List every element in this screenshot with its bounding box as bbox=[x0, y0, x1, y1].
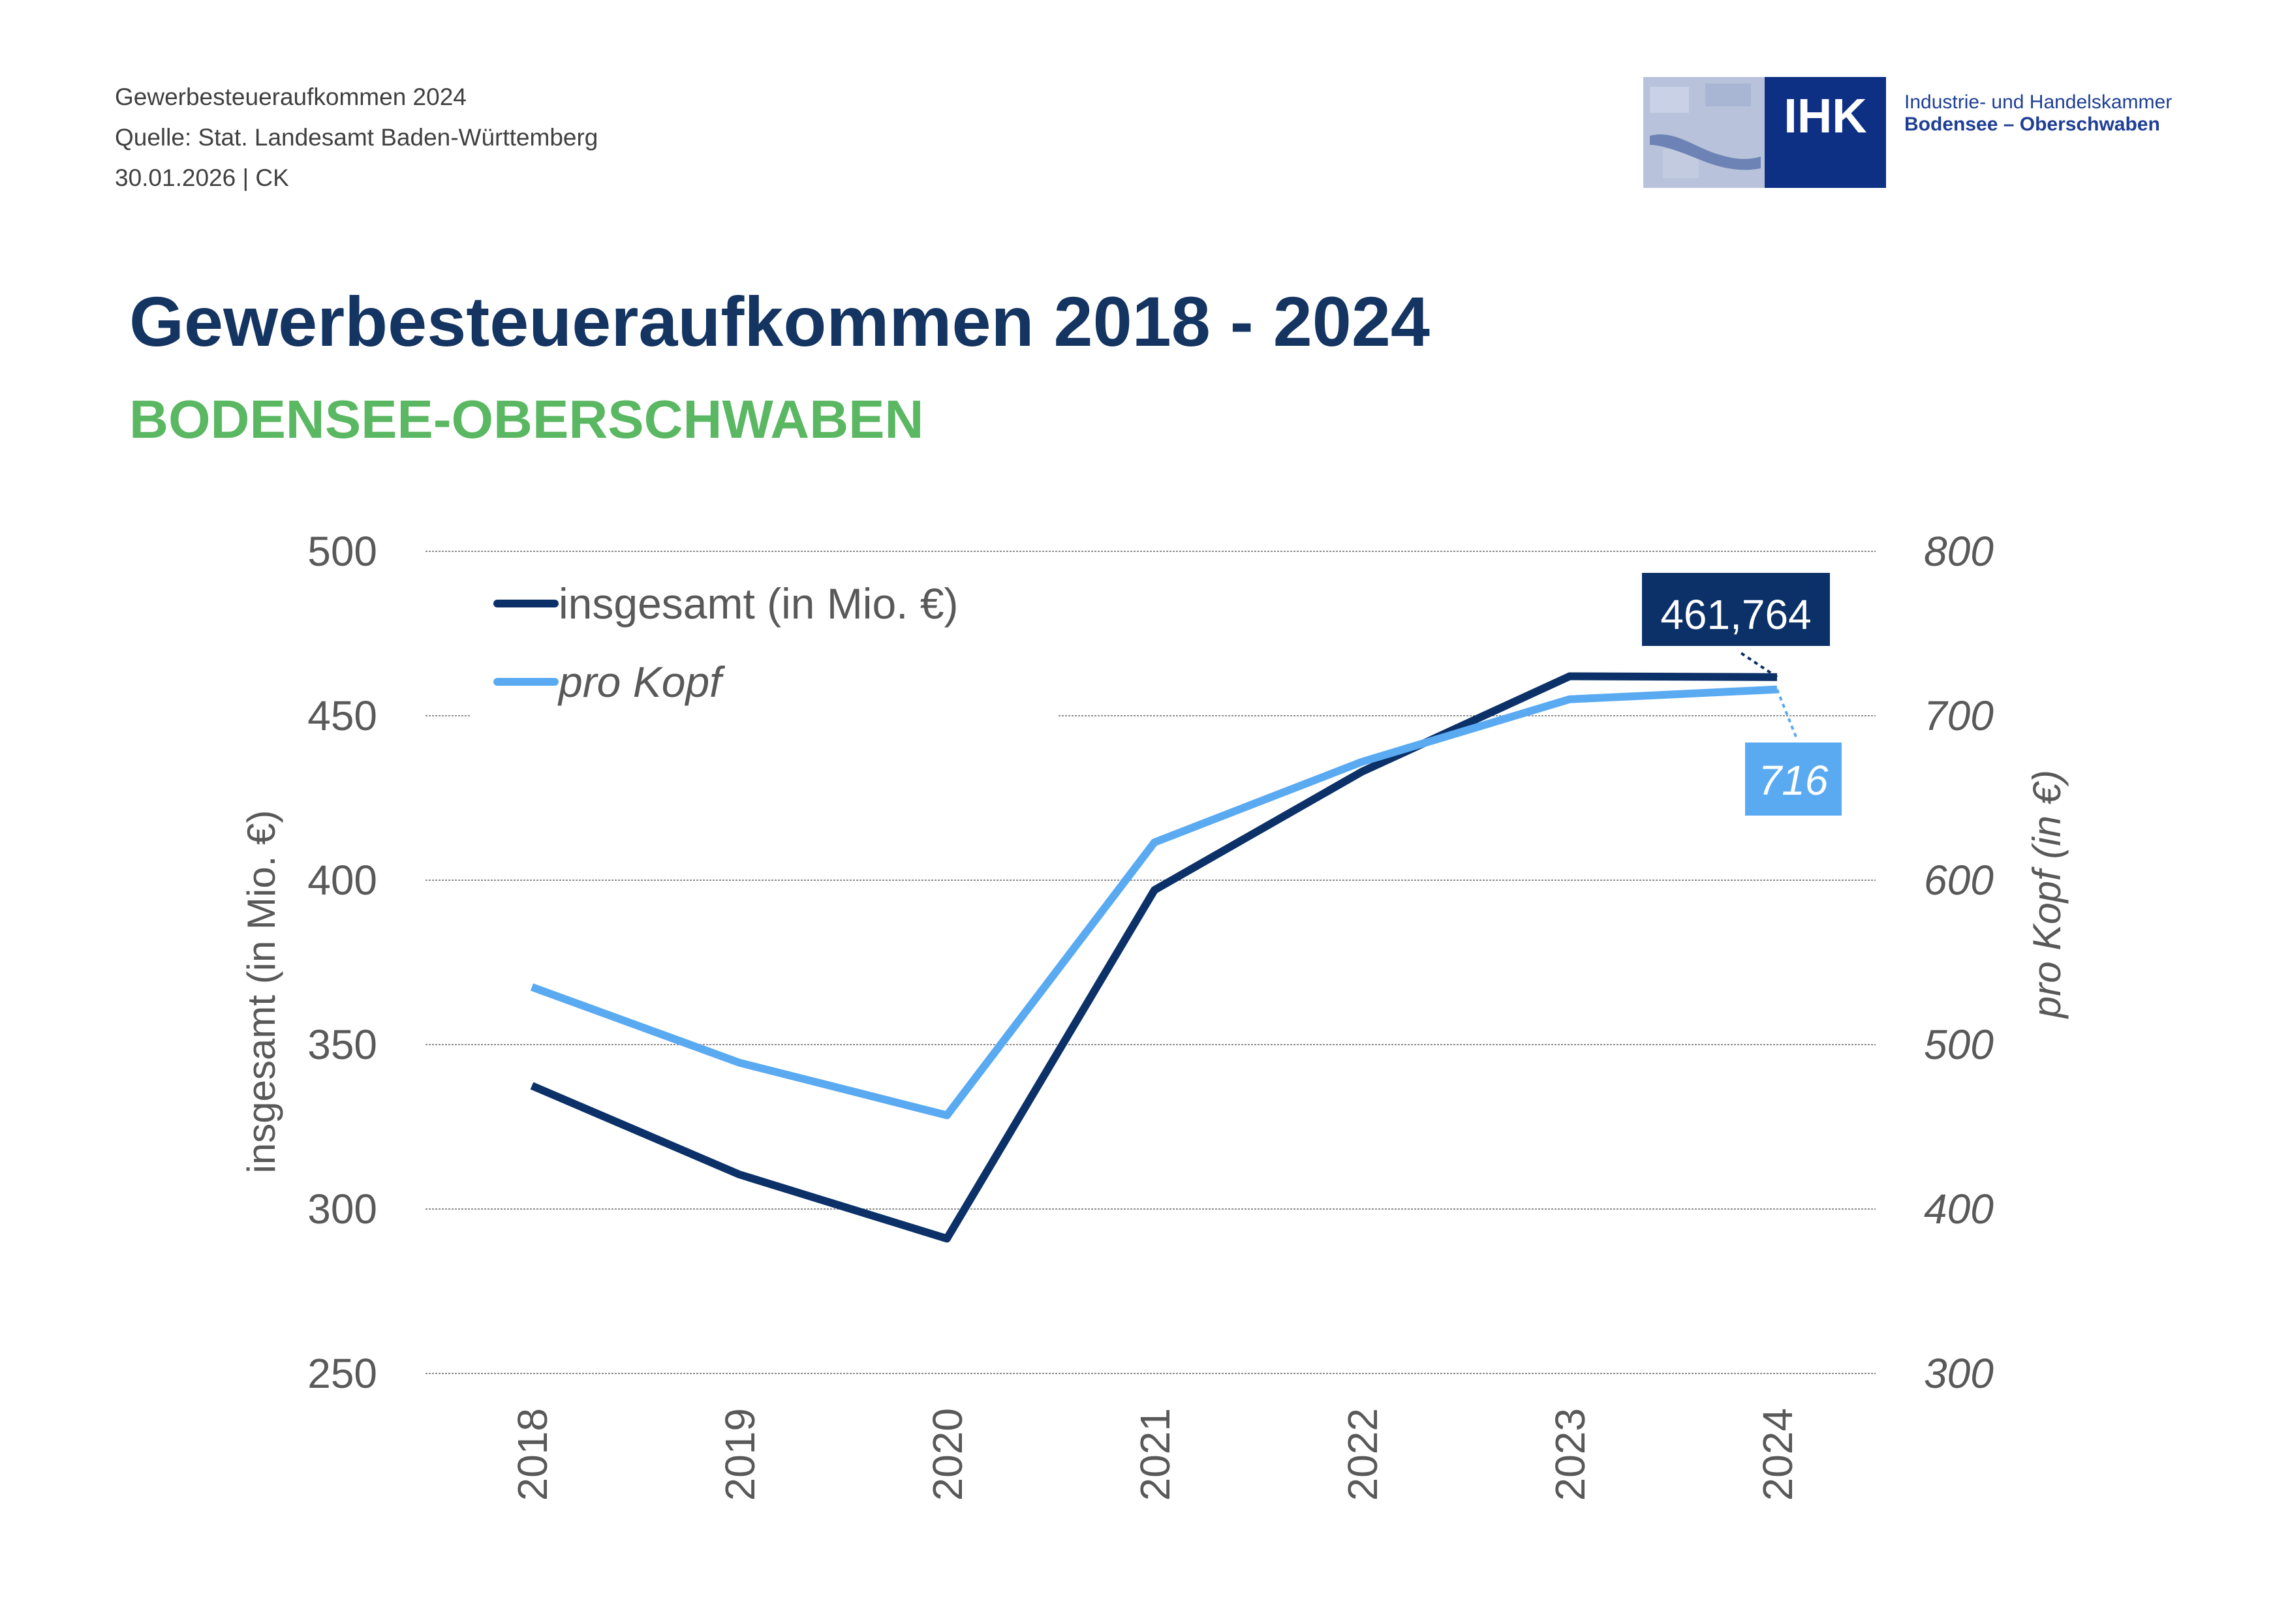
logo-badge: IHK bbox=[1765, 77, 1886, 188]
left-tick-label: 450 bbox=[307, 692, 377, 739]
ihk-logo: IHK Industrie- und Handelskammer Bodense… bbox=[1643, 77, 2197, 192]
right-tick-label: 600 bbox=[1924, 857, 1994, 904]
left-tick-label: 300 bbox=[307, 1186, 377, 1233]
left-tick-label: 250 bbox=[307, 1350, 377, 1397]
logo-line-2: Bodensee – Oberschwaben bbox=[1904, 114, 2160, 135]
x-tick-label: 2018 bbox=[509, 1408, 556, 1501]
right-axis-title: pro Kopf (in €) bbox=[2025, 770, 2069, 1019]
data-label-box bbox=[1745, 743, 1842, 816]
logo-line-1: Industrie- und Handelskammer bbox=[1904, 91, 2173, 113]
left-tick-label: 350 bbox=[307, 1021, 377, 1068]
data-label-leader bbox=[1737, 650, 1778, 679]
right-tick-label: 500 bbox=[1924, 1021, 1994, 1068]
left-axis-title: insgesamt (in Mio. €) bbox=[240, 810, 283, 1174]
page-title: Gewerbesteueraufkommen 2018 - 2024 bbox=[129, 282, 1430, 361]
legend-label-insgesamt: insgesamt (in Mio. €) bbox=[559, 579, 959, 628]
report-title-text: Gewerbesteueraufkommen 2024 bbox=[115, 84, 467, 110]
series-line-pro-kopf bbox=[530, 685, 1778, 1120]
x-tick-label: 2024 bbox=[1754, 1408, 1801, 1501]
right-tick-label: 800 bbox=[1924, 528, 1994, 575]
x-tick-label: 2019 bbox=[717, 1408, 764, 1501]
data-label-pro-kopf: 716 bbox=[1759, 757, 1829, 804]
gridlines bbox=[426, 551, 1876, 1374]
logo-badge-text: IHK bbox=[1784, 89, 1867, 143]
right-tick-label: 300 bbox=[1924, 1350, 1994, 1397]
data-label-box bbox=[1642, 573, 1830, 646]
legend-label-pro-kopf: pro Kopf bbox=[557, 658, 726, 706]
data-labels: 461,764 716 bbox=[1642, 573, 1842, 816]
page-subtitle: BODENSEE-OBERSCHWABEN bbox=[129, 389, 924, 450]
left-axis-ticks: 250 300 350 400 450 500 bbox=[307, 528, 377, 1397]
right-axis-ticks: 300 400 500 600 700 800 bbox=[1924, 528, 1994, 1397]
left-tick-label: 400 bbox=[307, 857, 377, 904]
x-tick-label: 2021 bbox=[1132, 1408, 1179, 1501]
data-label-leader bbox=[1776, 688, 1798, 739]
source-text: Quelle: Stat. Landesamt Baden-Württember… bbox=[115, 124, 598, 151]
right-tick-label: 700 bbox=[1924, 692, 1994, 739]
date-author-text: 30.01.2026 | CK bbox=[115, 164, 289, 191]
x-axis-ticks: 2018 2019 2020 2021 2022 2023 2024 bbox=[509, 1408, 1801, 1501]
right-tick-label: 400 bbox=[1924, 1186, 1994, 1233]
legend: insgesamt (in Mio. €) pro Kopf bbox=[493, 579, 959, 706]
series-line-insgesamt bbox=[530, 672, 1778, 1243]
legend-background bbox=[470, 574, 1057, 731]
x-tick-label: 2023 bbox=[1547, 1408, 1594, 1501]
x-tick-label: 2020 bbox=[924, 1408, 971, 1501]
series-lines bbox=[530, 672, 1778, 1243]
left-tick-label: 500 bbox=[307, 528, 377, 575]
x-tick-label: 2022 bbox=[1339, 1408, 1386, 1501]
data-label-insgesamt: 461,764 bbox=[1660, 591, 1811, 638]
logo-map-image bbox=[1643, 77, 1765, 188]
